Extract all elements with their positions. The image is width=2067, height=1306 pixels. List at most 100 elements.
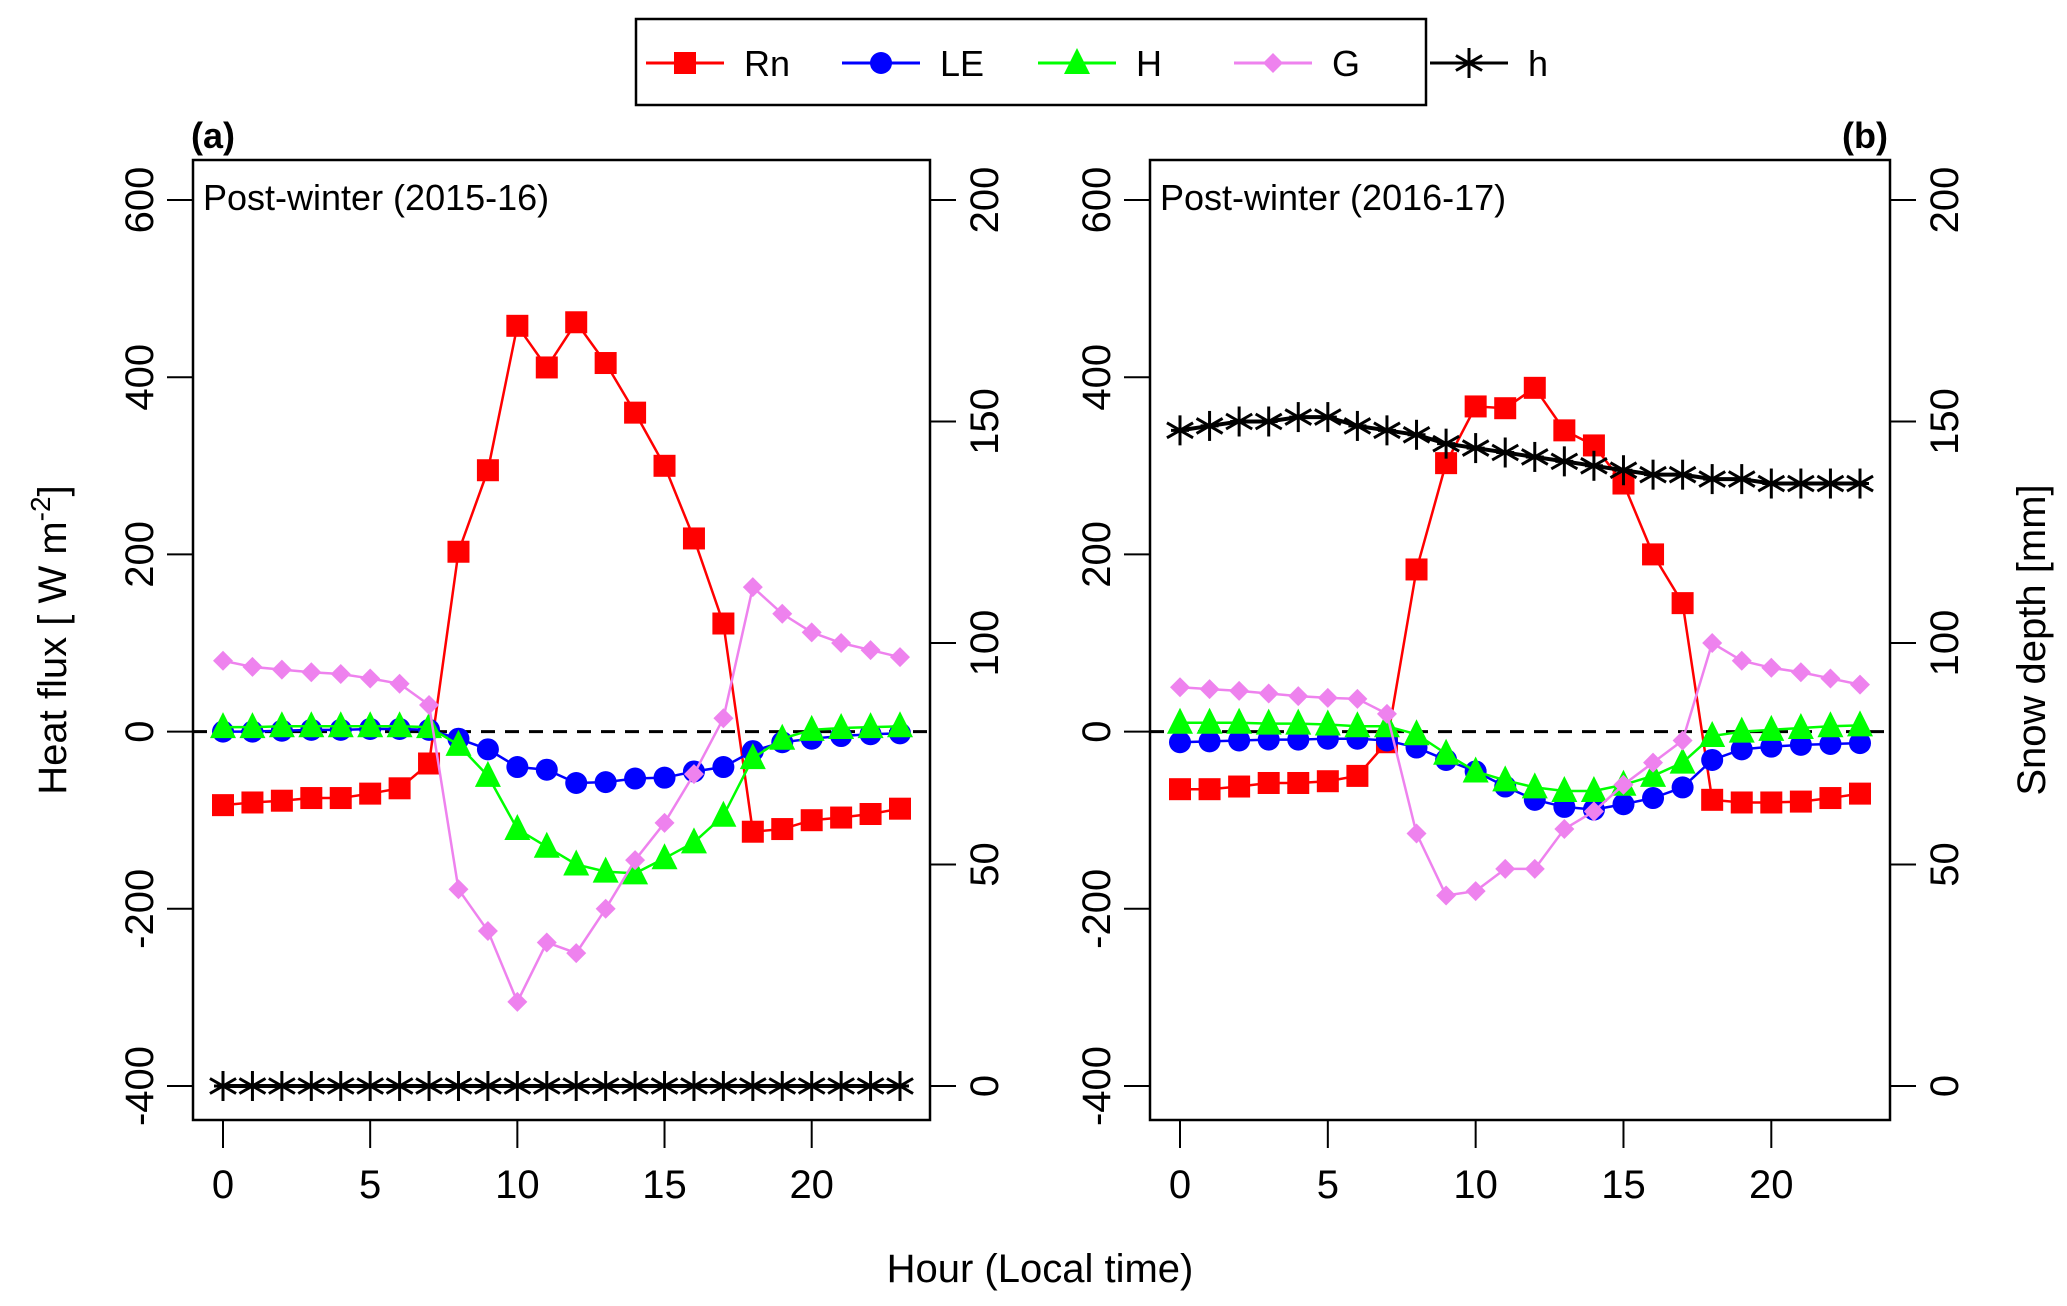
data-point-h <box>769 723 796 750</box>
data-point-h <box>651 843 678 870</box>
data-point-h <box>709 1071 738 1101</box>
data-point-rn <box>1582 434 1605 457</box>
data-point-h <box>474 760 501 787</box>
legend-label: Rn <box>744 43 790 84</box>
y-tick-label-right: 100 <box>963 610 1007 677</box>
data-point-g <box>389 673 410 694</box>
panel-subtitle: Post-winter (2015-16) <box>203 177 549 218</box>
legend-marker-asterisk <box>1455 48 1483 78</box>
data-point-g <box>1406 823 1427 844</box>
series-h <box>1167 707 1873 802</box>
data-point-h <box>326 1071 355 1101</box>
data-point-h <box>386 711 413 738</box>
data-point-h <box>798 714 825 741</box>
panel-b: -400 -200 0 200 400 600 0 50 100 150 200 0 5 10 15 20 (b… <box>1075 115 1967 1207</box>
data-point-h <box>1787 713 1814 740</box>
data-point-rn <box>1435 452 1458 475</box>
data-point-g <box>1376 703 1397 724</box>
data-point-h <box>1284 402 1313 433</box>
data-point-h <box>1727 464 1756 495</box>
data-point-rn <box>830 806 853 829</box>
y-label-left-sup: -2 <box>25 496 56 521</box>
data-point-rn <box>1287 771 1310 794</box>
data-point-h <box>1609 455 1638 486</box>
x-tick-label: 10 <box>495 1163 540 1207</box>
data-point-rn <box>859 802 882 825</box>
data-point-rn <box>800 809 823 832</box>
data-point-rn <box>712 612 735 635</box>
data-point-h <box>209 1071 237 1101</box>
data-point-h <box>1580 775 1607 802</box>
data-point-h <box>1816 468 1845 499</box>
series-rn <box>212 311 911 843</box>
data-point-h <box>1167 707 1193 734</box>
series-line-g <box>1179 641 1861 897</box>
data-point-h <box>827 1071 855 1101</box>
y-tick-label-right: 200 <box>963 167 1007 234</box>
data-point-rn <box>1819 787 1842 810</box>
data-point-h <box>1373 711 1400 738</box>
data-point-h <box>504 814 531 841</box>
data-point-h <box>1846 468 1874 499</box>
data-point-le <box>653 766 676 789</box>
data-point-rn <box>241 791 264 814</box>
data-point-h <box>650 1071 679 1101</box>
data-point-le <box>624 767 647 790</box>
data-point-rn <box>1405 558 1428 581</box>
data-point-h <box>1757 468 1786 499</box>
data-point-h <box>1698 464 1726 495</box>
data-point-rn <box>535 356 558 379</box>
data-point-h <box>356 1071 384 1101</box>
data-point-h <box>210 712 236 739</box>
data-point-g <box>1613 774 1634 795</box>
data-point-rn <box>418 752 441 775</box>
data-point-h <box>327 711 354 738</box>
data-point-g <box>1524 858 1545 879</box>
y-tick-label-right: 50 <box>963 842 1007 887</box>
data-point-g <box>772 603 793 624</box>
data-point-h <box>1403 719 1430 746</box>
x-tick-label: 20 <box>789 1163 834 1207</box>
data-point-h <box>621 1071 649 1101</box>
data-point-rn <box>1198 778 1221 801</box>
data-point-h <box>416 712 443 739</box>
data-point-rn <box>329 787 352 810</box>
data-point-g <box>1672 730 1693 751</box>
series-rn <box>1169 376 1871 814</box>
data-point-h <box>828 713 855 740</box>
legend-item-h: H <box>1038 43 1162 84</box>
data-point-rn <box>300 787 323 810</box>
y-tick-label-right: 50 <box>1923 842 1967 887</box>
data-point-h <box>680 827 707 854</box>
y-tick-label-left: -400 <box>118 1046 162 1126</box>
data-point-rn <box>624 401 647 424</box>
data-point-g <box>1820 668 1841 689</box>
data-point-h <box>1640 760 1667 787</box>
y-axis-label-right: Snow depth [mm] <box>2010 484 2054 795</box>
y-tick-label-right: 150 <box>1923 388 1967 455</box>
series-line-h <box>223 725 901 875</box>
data-point-h <box>622 858 649 885</box>
data-point-h <box>1462 756 1489 783</box>
data-point-h <box>444 1071 473 1101</box>
data-point-rn <box>653 454 676 477</box>
legend-label: G <box>1332 43 1360 84</box>
data-point-g <box>360 668 381 689</box>
data-point-h <box>1669 747 1696 774</box>
data-point-h <box>503 1071 532 1101</box>
plot-frame <box>191 158 932 1122</box>
y-tick-label-left: -200 <box>118 869 162 949</box>
data-point-rn <box>1316 770 1339 793</box>
data-point-g <box>860 640 881 661</box>
y-tick-label-left: -400 <box>1075 1046 1119 1126</box>
legend-item-h: h <box>1430 43 1548 84</box>
data-point-h <box>1433 738 1460 765</box>
y-tick-label-left: 600 <box>118 167 162 234</box>
data-point-g <box>1347 688 1368 709</box>
data-point-h <box>1758 714 1785 741</box>
data-point-rn <box>476 459 499 482</box>
data-point-rn <box>1671 592 1694 615</box>
data-point-h <box>1373 415 1401 446</box>
data-point-rn <box>506 314 529 337</box>
